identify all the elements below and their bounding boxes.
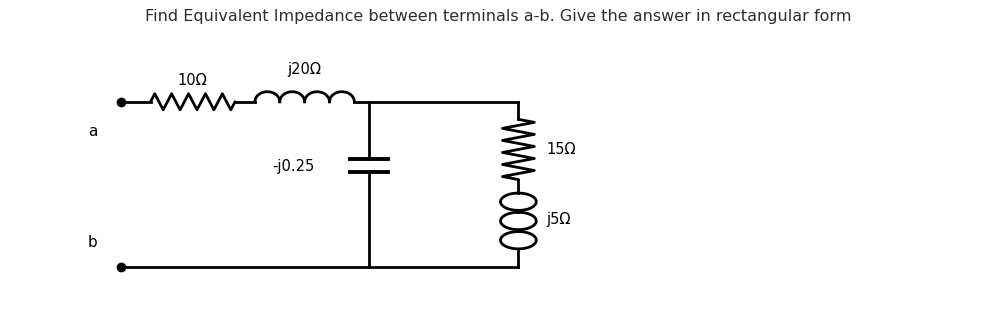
Text: b: b [88, 235, 98, 250]
Text: j5Ω: j5Ω [546, 212, 570, 227]
Text: -j0.25: -j0.25 [272, 159, 315, 173]
Text: j20Ω: j20Ω [288, 62, 322, 77]
Text: 15Ω: 15Ω [546, 142, 575, 157]
Text: 10Ω: 10Ω [177, 73, 207, 88]
Text: a: a [88, 124, 98, 139]
Text: Find Equivalent Impedance between terminals a-b. Give the answer in rectangular : Find Equivalent Impedance between termin… [146, 9, 851, 24]
